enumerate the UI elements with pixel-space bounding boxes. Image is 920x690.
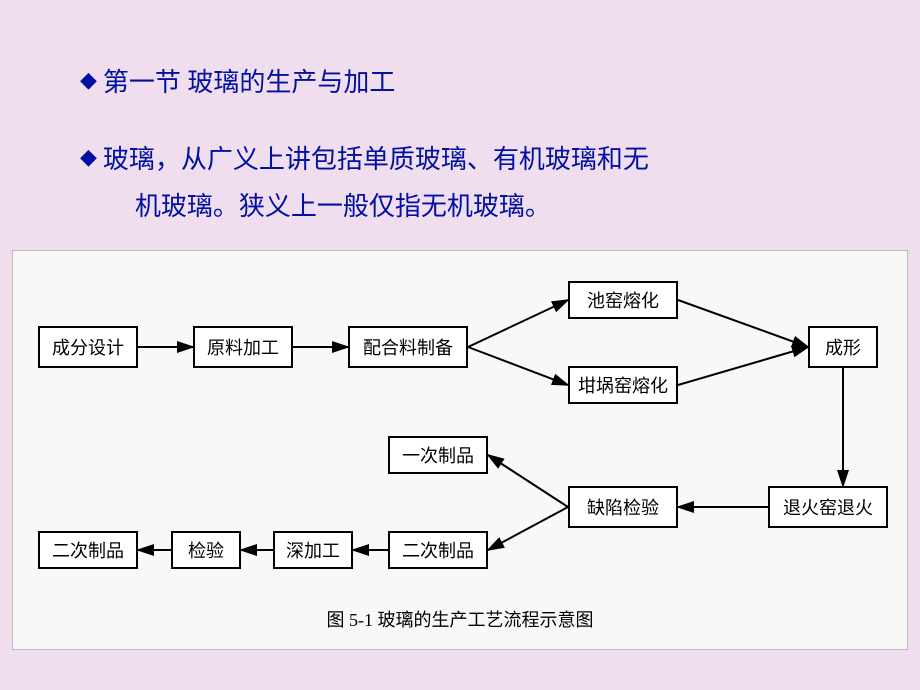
para-text-2: 机玻璃。狭义上一般仅指无机玻璃。 (103, 192, 551, 221)
flow-box-n9: 一次制品 (388, 436, 488, 474)
para-text-1: 玻璃，从广义上讲包括单质玻璃、有机玻璃和无 (103, 145, 649, 174)
flow-box-n11: 深加工 (273, 531, 353, 569)
flow-box-n6: 成形 (808, 326, 878, 368)
paragraph-text: 玻璃，从广义上讲包括单质玻璃、有机玻璃和无 机玻璃。狭义上一般仅指无机玻璃。 (103, 137, 649, 231)
flow-box-n1: 成分设计 (38, 326, 138, 368)
flow-box-n3: 配合料制备 (348, 326, 468, 368)
heading-text: 第一节 玻璃的生产与加工 (103, 60, 396, 107)
flowchart-inner: 图 5-1 玻璃的生产工艺流程示意图 成分设计 原料加工 配合料制备 池窑熔化坩埚窑熔… (13, 251, 907, 649)
bullet-line-2: ◆ 玻璃，从广义上讲包括单质玻璃、有机玻璃和无 机玻璃。狭义上一般仅指无机玻璃。 (80, 137, 840, 231)
flow-box-n2: 原料加工 (193, 326, 293, 368)
bullet-line-1: ◆ 第一节 玻璃的生产与加工 (80, 60, 840, 107)
flow-box-n5: 坩埚窑熔化 (568, 366, 678, 404)
flow-box-n8: 缺陷检验 (568, 486, 678, 528)
flow-box-n7: 退火窑退火 (768, 486, 888, 528)
flowchart-panel: 图 5-1 玻璃的生产工艺流程示意图 成分设计 原料加工 配合料制备 池窑熔化坩埚窑熔… (12, 250, 908, 650)
flowchart-caption: 图 5-1 玻璃的生产工艺流程示意图 (13, 606, 907, 632)
diamond-icon: ◆ (80, 60, 97, 100)
flow-box-n12: 检验 (171, 531, 241, 569)
slide-text-area: ◆ 第一节 玻璃的生产与加工 ◆ 玻璃，从广义上讲包括单质玻璃、有机玻璃和无 机… (0, 0, 920, 280)
flow-box-n4: 池窑熔化 (568, 281, 678, 319)
flow-box-n10: 二次制品 (388, 531, 488, 569)
diamond-icon: ◆ (80, 137, 97, 177)
flow-box-n13: 二次制品 (38, 531, 138, 569)
